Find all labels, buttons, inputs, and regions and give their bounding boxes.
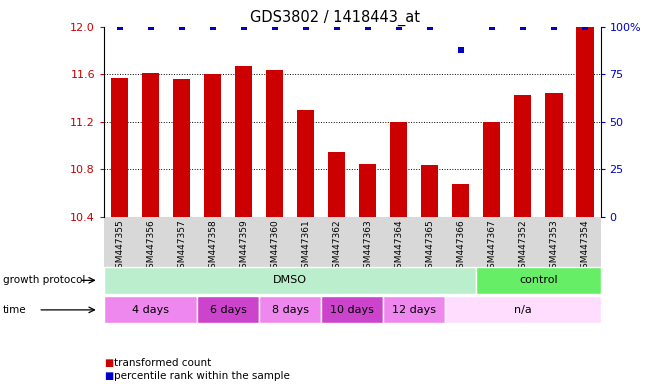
Point	[114, 24, 125, 30]
Point	[362, 24, 373, 30]
Bar	[173, 79, 190, 217]
Text: n/a: n/a	[514, 305, 532, 315]
Text: transformed count: transformed count	[114, 358, 211, 368]
Point	[486, 24, 497, 30]
Bar	[266, 70, 283, 217]
Point	[331, 24, 342, 30]
Bar	[576, 27, 594, 217]
Bar	[483, 122, 501, 217]
Bar	[235, 66, 252, 217]
Bar	[546, 93, 562, 217]
Text: ■: ■	[104, 371, 113, 381]
Text: 4 days: 4 days	[132, 305, 169, 315]
Bar	[391, 122, 407, 217]
Text: 8 days: 8 days	[272, 305, 309, 315]
Point	[456, 46, 466, 53]
Bar	[297, 110, 314, 217]
Point	[145, 24, 156, 30]
Text: time: time	[3, 305, 26, 315]
Point	[393, 24, 404, 30]
Text: growth protocol: growth protocol	[3, 275, 85, 285]
Text: GDS3802 / 1418443_at: GDS3802 / 1418443_at	[250, 10, 421, 26]
Point	[176, 24, 187, 30]
Bar	[328, 152, 346, 217]
Point	[269, 24, 280, 30]
Bar	[452, 184, 470, 217]
Bar	[515, 94, 531, 217]
Text: DMSO: DMSO	[273, 275, 307, 285]
Text: ■: ■	[104, 358, 113, 368]
Point	[238, 24, 249, 30]
Bar	[142, 73, 159, 217]
Point	[301, 24, 311, 30]
Bar	[421, 165, 438, 217]
Bar	[111, 78, 128, 217]
Point	[207, 24, 218, 30]
Text: 6 days: 6 days	[210, 305, 246, 315]
Bar	[359, 164, 376, 217]
Text: percentile rank within the sample: percentile rank within the sample	[114, 371, 290, 381]
Bar	[204, 74, 221, 217]
Point	[425, 24, 435, 30]
Text: control: control	[519, 275, 558, 285]
Point	[580, 24, 590, 30]
Text: 12 days: 12 days	[393, 305, 436, 315]
Point	[517, 24, 528, 30]
Point	[549, 24, 560, 30]
Text: 10 days: 10 days	[330, 305, 374, 315]
